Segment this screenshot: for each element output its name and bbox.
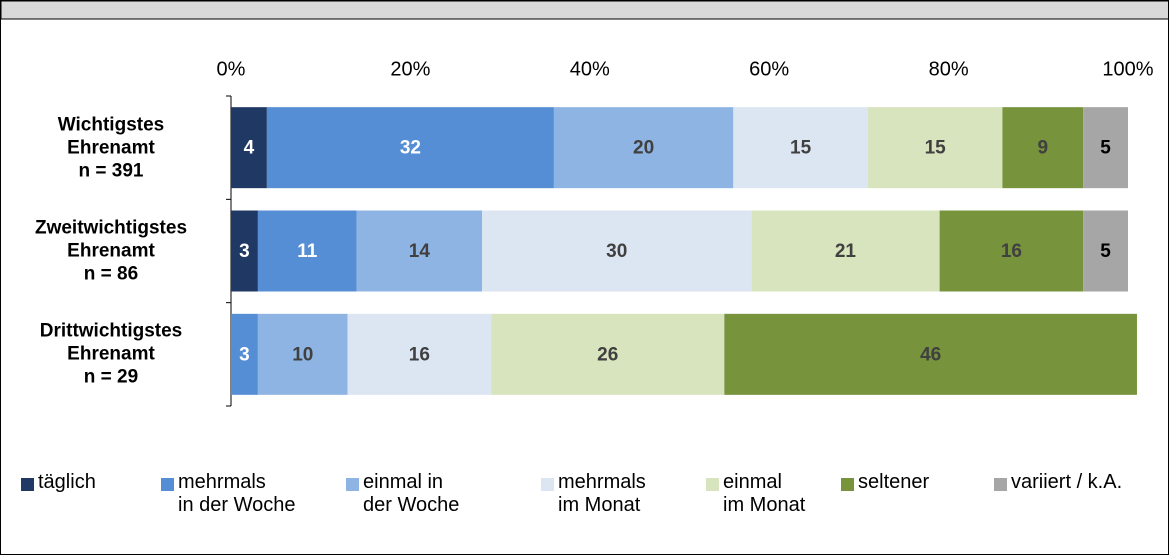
bar-segment <box>482 210 752 292</box>
data-label: 15 <box>925 138 947 159</box>
legend-label: variiert / k.A. <box>1011 471 1123 493</box>
data-label: 20 <box>633 138 654 159</box>
bar-segment <box>266 107 554 189</box>
bar-segment <box>491 313 725 395</box>
data-label: 15 <box>790 138 812 159</box>
bar-segment <box>231 107 267 189</box>
bar-segment <box>1083 210 1128 292</box>
legend-swatch <box>541 478 554 491</box>
data-label: 5 <box>1100 138 1111 159</box>
bar-segment <box>939 210 1084 292</box>
bar-segment <box>356 210 483 292</box>
bar-segment <box>257 313 348 395</box>
data-label: 4 <box>244 138 255 159</box>
data-label: 9 <box>1037 138 1048 159</box>
x-tick-label: 40% <box>570 58 610 80</box>
data-label: 3 <box>239 344 250 365</box>
bar-segment <box>257 210 357 292</box>
bar-segment <box>231 313 258 395</box>
bar-segment <box>1002 107 1084 189</box>
bar-segment <box>553 107 734 189</box>
bar-segment <box>751 210 940 292</box>
x-tick-label: 60% <box>749 58 789 80</box>
bar-segment <box>724 313 1137 395</box>
bar-segment <box>347 313 492 395</box>
x-tick-label: 80% <box>929 58 969 80</box>
data-label: 16 <box>409 344 430 365</box>
data-label: 32 <box>400 138 421 159</box>
legend-swatch <box>841 478 854 491</box>
bar-segment <box>867 107 1003 189</box>
legend-swatch <box>346 478 359 491</box>
legend-swatch <box>161 478 174 491</box>
legend-swatch <box>706 478 719 491</box>
data-label: 3 <box>239 241 250 262</box>
bar-segment <box>733 107 868 189</box>
data-label: 10 <box>292 344 313 365</box>
legend-label: einmal in der Woche <box>363 471 460 516</box>
legend-swatch <box>21 478 34 491</box>
legend-label: mehrmals im Monat <box>558 471 646 516</box>
category-label: Wichtigstes Ehrenamt n = 391 <box>57 114 165 182</box>
data-label: 11 <box>297 241 318 262</box>
data-label: 30 <box>606 241 627 262</box>
data-label: 26 <box>597 344 618 365</box>
x-tick-label: 20% <box>390 58 430 80</box>
legend-label: mehrmals in der Woche <box>178 471 296 516</box>
data-label: 14 <box>409 241 431 262</box>
legend-label: einmal im Monat <box>723 471 806 516</box>
data-label: 16 <box>1001 241 1022 262</box>
legend-label: seltener <box>858 471 930 493</box>
bar-segment <box>231 210 258 292</box>
bar-segment <box>1083 107 1128 189</box>
data-label: 5 <box>1100 241 1111 262</box>
x-tick-label: 0% <box>217 58 246 80</box>
legend-swatch <box>994 478 1007 491</box>
category-label: Zweitwichtigstes Ehrenamt n = 86 <box>34 217 188 285</box>
header-band <box>1 1 1168 20</box>
legend-label: täglich <box>38 471 96 493</box>
data-label: 21 <box>835 241 857 262</box>
data-label: 46 <box>920 344 941 365</box>
category-label: Drittwichtigstes Ehrenamt n = 29 <box>39 320 183 388</box>
x-tick-label: 100% <box>1102 58 1153 80</box>
